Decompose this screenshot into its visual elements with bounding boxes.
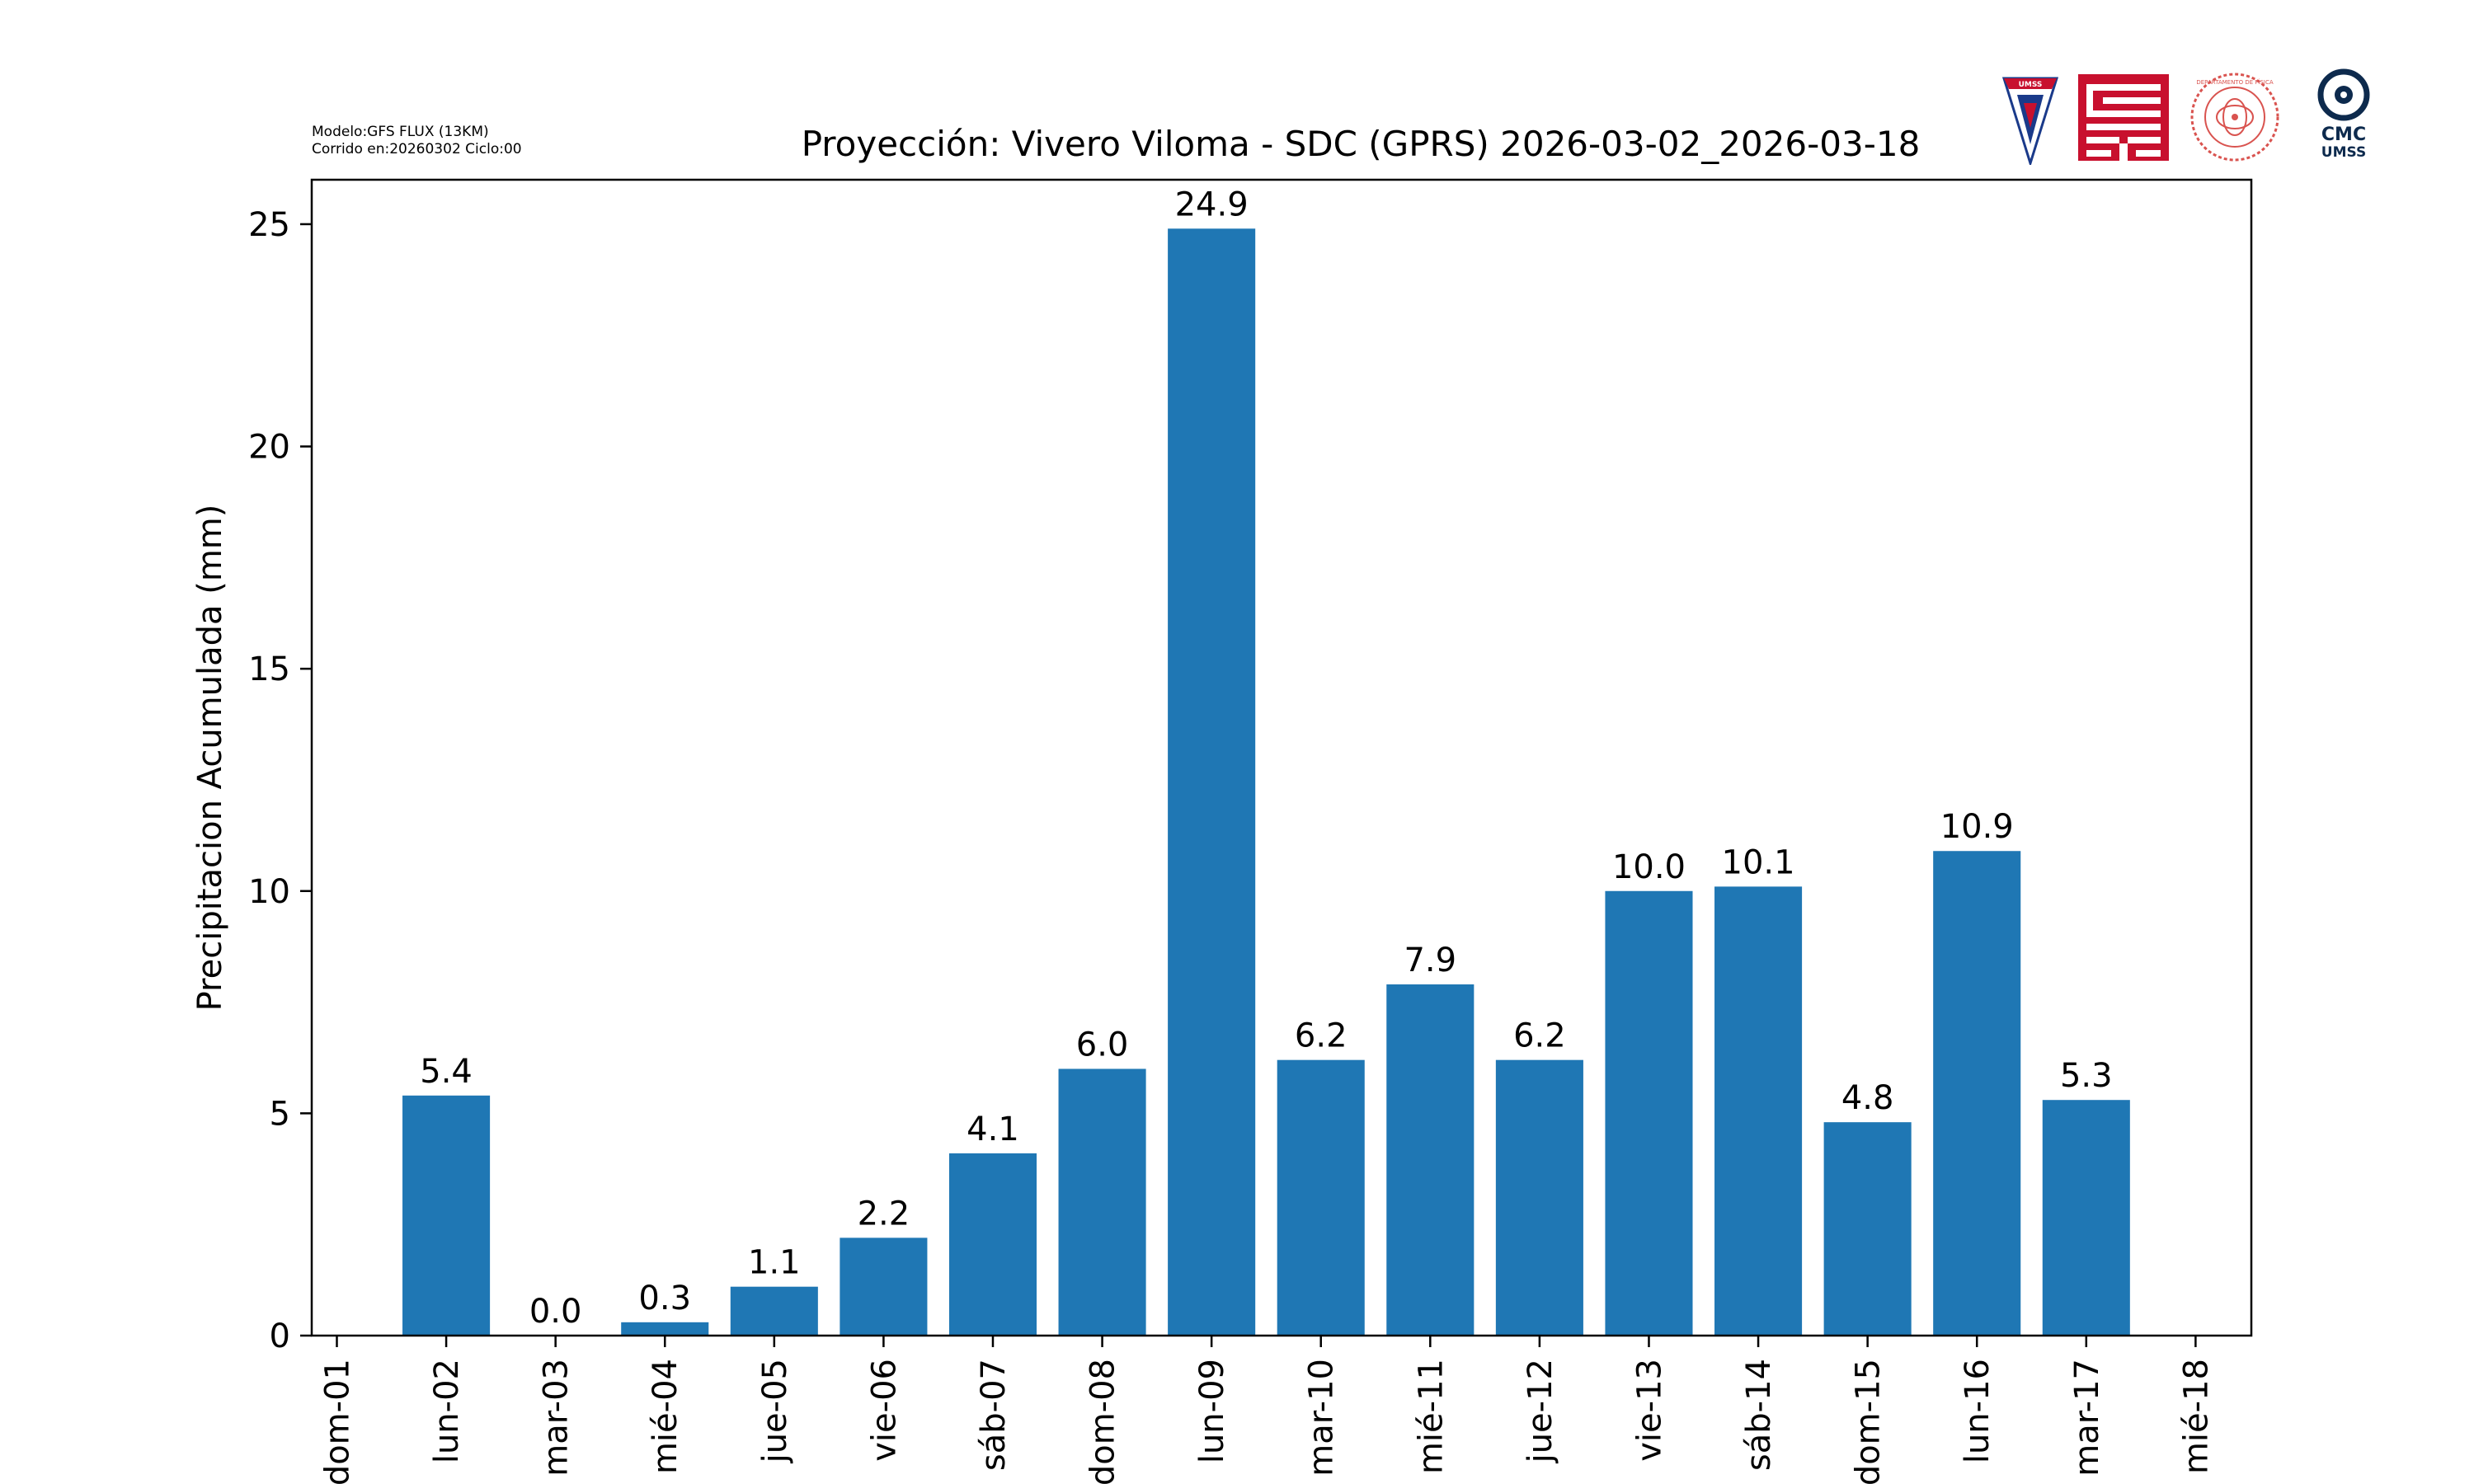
value-label: 24.9: [1175, 186, 1249, 223]
department-seal-logo: DEPARTAMENTO DE FÍSICA: [2190, 73, 2279, 162]
x-tick-label: dom-01: [318, 1359, 356, 1484]
cmc-subtext: UMSS: [2321, 144, 2366, 161]
bar-sáb-07: [948, 1153, 1037, 1336]
bar-mié-04: [621, 1322, 709, 1336]
value-label: 10.1: [1722, 843, 1795, 881]
y-tick-label: 15: [248, 650, 290, 688]
bar-vie-13: [1605, 890, 1693, 1336]
value-label: 6.0: [1076, 1026, 1129, 1064]
y-tick-label: 5: [270, 1095, 290, 1133]
x-tick-label: lun-16: [1959, 1359, 1997, 1463]
y-tick-label: 0: [270, 1317, 290, 1355]
chart-marks: 5.4 0.0 0.3 1.1 2.2 4.1 6.0 24.9 6.2 7.9 6.2 10.0 10…: [402, 186, 2130, 1336]
cmc-umss-logo: CMC UMSS: [2317, 68, 2370, 161]
x-tick-label: lun-02: [428, 1359, 466, 1463]
bar-jue-05: [730, 1286, 818, 1336]
bar-dom-08: [1058, 1068, 1146, 1336]
bar-vie-06: [840, 1237, 928, 1336]
chart-title: Proyección: Vivero Viloma - SDC (GPRS) 2…: [801, 124, 1921, 164]
x-tick-label: mié-18: [2177, 1359, 2215, 1474]
value-label: 0.0: [529, 1293, 582, 1331]
bar-jue-12: [1495, 1059, 1583, 1336]
value-label: 10.9: [1940, 808, 2014, 846]
x-tick-label: jue-05: [756, 1359, 794, 1463]
y-tick-label: 20: [248, 429, 290, 467]
plot-frame: [310, 178, 2253, 1337]
value-label: 6.2: [1295, 1017, 1348, 1055]
value-label: 4.1: [967, 1111, 1019, 1148]
cmc-text: CMC: [2321, 124, 2366, 145]
x-tick-label: vie-13: [1630, 1359, 1668, 1462]
value-label: 7.9: [1404, 942, 1456, 979]
bar-lun-16: [1933, 851, 2021, 1336]
bar-dom-15: [1823, 1122, 1912, 1336]
umss-shield-text: UMSS: [2019, 81, 2043, 89]
bar-sáb-14: [1714, 886, 1803, 1336]
value-label: 6.2: [1513, 1017, 1566, 1055]
y-axis-label: Precipitacion Acumulada (mm): [191, 505, 229, 1012]
run-line: Corrido en:20260302 Ciclo:00: [312, 141, 522, 157]
x-tick-label: vie-06: [865, 1359, 903, 1462]
bar-mar-17: [2042, 1100, 2130, 1336]
bar-lun-09: [1168, 228, 1256, 1336]
value-label: 5.3: [2060, 1057, 2113, 1095]
logo-strip: UMSS DEPARTAMENTO DE FÍSICA: [2001, 68, 2370, 165]
x-tick-label: jue-12: [1522, 1359, 1559, 1463]
x-tick-label: mié-04: [647, 1359, 684, 1474]
umss-shield-logo: UMSS: [2001, 77, 2059, 165]
value-label: 4.8: [1841, 1079, 1894, 1117]
y-axis: 0 5 10 15 20 25: [248, 206, 312, 1355]
value-label: 0.3: [638, 1280, 691, 1317]
value-label: 5.4: [420, 1053, 473, 1091]
faculty-logo: [2078, 74, 2169, 161]
x-tick-label: sáb-14: [1740, 1359, 1778, 1471]
model-line: Modelo:GFS FLUX (13KM): [312, 124, 489, 140]
bar-lun-02: [402, 1095, 491, 1336]
department-seal-text: DEPARTAMENTO DE FÍSICA: [2196, 78, 2273, 86]
y-tick-label: 10: [248, 873, 290, 911]
model-info: Modelo:GFS FLUX (13KM) Corrido en:202603…: [312, 124, 522, 158]
bar-mar-10: [1277, 1059, 1365, 1336]
bar-mié-11: [1386, 984, 1475, 1336]
value-label: 10.0: [1612, 848, 1686, 886]
x-tick-label: mié-11: [1412, 1359, 1450, 1474]
y-tick-label: 25: [248, 206, 290, 244]
x-tick-label: mar-03: [538, 1359, 576, 1477]
x-tick-label: lun-09: [1193, 1359, 1231, 1463]
x-tick-label: mar-10: [1303, 1359, 1341, 1477]
x-tick-label: dom-15: [1850, 1359, 1888, 1484]
x-tick-label: dom-08: [1084, 1359, 1122, 1484]
value-label: 2.2: [858, 1195, 910, 1233]
value-label: 1.1: [748, 1244, 801, 1282]
x-axis: dom-01 lun-02 mar-03 mié-04 jue-05 vie-06 sáb-…: [318, 1336, 2215, 1484]
x-tick-label: mar-17: [2068, 1359, 2106, 1477]
x-tick-label: sáb-07: [975, 1359, 1013, 1471]
